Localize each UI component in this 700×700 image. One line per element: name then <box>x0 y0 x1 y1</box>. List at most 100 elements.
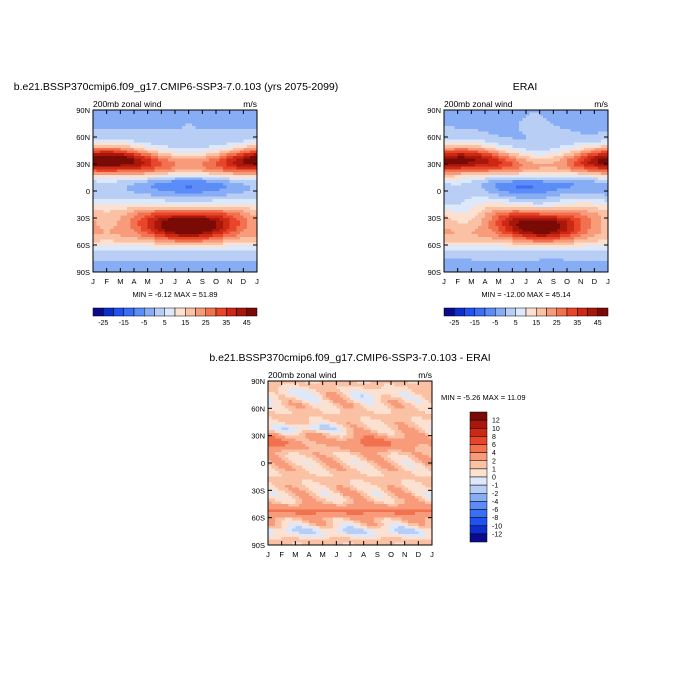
heatmap-cell <box>498 153 503 157</box>
heatmap-cell <box>539 228 544 232</box>
heatmap-cell <box>519 250 523 254</box>
heatmap-cell <box>116 166 121 170</box>
heatmap-cell <box>450 134 455 138</box>
heatmap-cell <box>154 245 159 249</box>
heatmap-cell <box>508 191 513 195</box>
heatmap-cell <box>212 188 217 192</box>
heatmap-cell <box>546 266 551 270</box>
heatmap-cell <box>491 115 496 119</box>
heatmap-cell <box>198 223 203 227</box>
heatmap-cell <box>113 218 118 222</box>
heatmap-cell <box>519 166 523 170</box>
heatmap-cell <box>134 155 138 159</box>
heatmap-cell <box>450 261 455 265</box>
heatmap-cell <box>209 266 213 270</box>
heatmap-cell <box>250 223 254 227</box>
heatmap-cell <box>481 145 486 149</box>
heatmap-cell <box>229 145 234 149</box>
heatmap-cell <box>457 134 462 138</box>
heatmap-cell <box>488 218 493 222</box>
heatmap-cell <box>505 115 510 119</box>
heatmap-cell <box>556 142 561 146</box>
x-tick-label: M <box>145 277 151 286</box>
heatmap-cell <box>491 201 496 205</box>
heatmap-cell <box>508 255 513 259</box>
heatmap-cell <box>508 218 513 222</box>
heatmap-cell <box>522 164 527 168</box>
heatmap-cell <box>144 245 149 249</box>
heatmap-cell <box>120 110 125 114</box>
heatmap-cell <box>212 209 217 213</box>
heatmap-cell <box>178 112 183 116</box>
heatmap-cell <box>461 212 465 216</box>
heatmap-cell <box>140 150 145 154</box>
heatmap-cell <box>110 180 114 184</box>
heatmap-cell <box>529 266 534 270</box>
heatmap-cell <box>127 145 131 149</box>
heatmap-cell <box>485 126 489 130</box>
heatmap-cell <box>253 269 258 273</box>
heatmap-cell <box>202 142 207 146</box>
heatmap-cell <box>250 164 254 168</box>
heatmap-cell <box>522 250 527 254</box>
heatmap-cell <box>93 209 97 213</box>
heatmap-cell <box>226 161 231 165</box>
heatmap-cell <box>543 142 547 146</box>
heatmap-cell <box>454 182 459 186</box>
heatmap-cell <box>471 112 476 116</box>
heatmap-cell <box>168 207 172 211</box>
heatmap-cell <box>253 180 258 184</box>
heatmap-cell <box>236 234 241 238</box>
heatmap-cell <box>99 258 104 262</box>
heatmap-cell <box>219 228 224 232</box>
heatmap-cell <box>464 158 469 162</box>
heatmap-cell <box>457 245 462 249</box>
heatmap-cell <box>96 258 101 262</box>
heatmap-cell <box>512 226 517 230</box>
heatmap-cell <box>147 120 152 124</box>
heatmap-cell <box>553 142 558 146</box>
heatmap-cell <box>209 215 213 219</box>
heatmap-cell <box>113 191 118 195</box>
heatmap-cell <box>161 174 166 178</box>
heatmap-cell <box>137 166 142 170</box>
heatmap-cell <box>157 253 162 257</box>
heatmap-cell <box>461 245 465 249</box>
heatmap-cell <box>508 174 513 178</box>
heatmap-cell <box>195 247 200 251</box>
heatmap-cell <box>212 123 217 127</box>
heatmap-cell <box>96 226 101 230</box>
heatmap-cell <box>103 142 108 146</box>
heatmap-cell <box>481 258 486 262</box>
heatmap-cell <box>192 204 196 208</box>
heatmap-cell <box>164 134 169 138</box>
heatmap-cell <box>134 142 138 146</box>
heatmap-cell <box>556 196 561 200</box>
heatmap-cell <box>120 185 125 189</box>
heatmap-cell <box>243 255 248 259</box>
heatmap-cell <box>481 126 486 130</box>
heatmap-cell <box>243 147 248 151</box>
heatmap-cell <box>188 253 193 257</box>
heatmap-cell <box>164 172 169 176</box>
heatmap-cell <box>467 236 472 240</box>
heatmap-cell <box>512 172 517 176</box>
heatmap-cell <box>188 182 193 186</box>
heatmap-cell <box>250 161 254 165</box>
heatmap-cell <box>481 158 486 162</box>
heatmap-cell <box>93 223 97 227</box>
heatmap-cell <box>192 174 196 178</box>
heatmap-cell <box>546 212 551 216</box>
heatmap-cell <box>519 174 523 178</box>
heatmap-cell <box>543 155 547 159</box>
heatmap-cell <box>116 142 121 146</box>
heatmap-cell <box>464 207 469 211</box>
heatmap-cell <box>522 142 527 146</box>
heatmap-cell <box>253 220 258 224</box>
heatmap-cell <box>553 164 558 168</box>
heatmap-cell <box>485 172 489 176</box>
heatmap-cell <box>226 261 231 265</box>
heatmap-cell <box>508 231 513 235</box>
heatmap-cell <box>198 239 203 243</box>
heatmap-cell <box>532 139 537 143</box>
